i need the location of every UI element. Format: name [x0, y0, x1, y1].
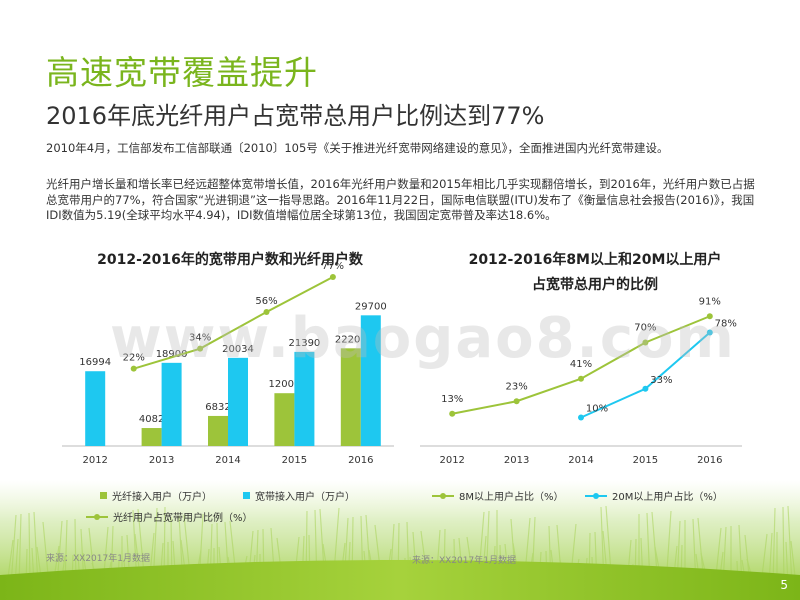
watermark: www.baogao8.com	[110, 306, 736, 371]
page-number: 5	[780, 578, 788, 592]
chart1-ratio-point	[130, 365, 137, 372]
chart1-bar-broadband	[294, 351, 315, 446]
chart2-point-8m	[449, 410, 456, 417]
chart1-label-broadband: 29700	[355, 301, 387, 312]
chart1-legend-broadband: 宽带接入用户（万户）	[243, 488, 355, 503]
chart1-bar-broadband	[360, 315, 381, 446]
page-title: 高速宽带覆盖提升	[46, 53, 318, 92]
chart1-ratio-point	[263, 309, 270, 315]
paragraph-growth: 光纤用户增长量和增长率已经远超整体宽带增长值，2016年光纤用户数量和2015年…	[46, 177, 755, 222]
chart1-x-tick: 2015	[282, 455, 307, 466]
chart2-x-tick: 2014	[568, 455, 593, 466]
chart1-ratio-label: 22%	[123, 353, 145, 364]
chart2-label-8m: 23%	[505, 381, 527, 392]
chart2-label-8m: 70%	[634, 323, 656, 334]
chart1-label-broadband: 16994	[79, 357, 111, 368]
chart2-x-tick: 2012	[439, 455, 464, 466]
chart1-bar-fiber	[208, 415, 228, 446]
chart1-label-fiber: 6832	[205, 402, 230, 413]
chart2-label-20m: 78%	[715, 319, 737, 330]
chart2-point-8m	[513, 398, 520, 405]
chart1-label-fiber: 4082	[139, 414, 164, 425]
chart1-bar-broadband	[161, 362, 182, 446]
legend-swatch-ratio	[86, 513, 108, 521]
chart2-label-8m: 91%	[699, 296, 721, 307]
chart1-x-tick: 2013	[149, 455, 174, 466]
chart1-x-tick: 2012	[82, 455, 107, 466]
chart2-legend-20m: 20M以上用户占比（%）	[585, 488, 723, 503]
legend-swatch-20m	[585, 492, 607, 500]
chart2-x-tick: 2013	[504, 455, 529, 466]
chart1-title: 2012-2016年的宽带用户数和光纤用户数	[97, 252, 363, 268]
page-subtitle: 2016年底光纤用户占宽带总用户比例达到77%	[46, 102, 545, 130]
chart2-title-line2: 占宽带总用户的比例	[532, 277, 658, 293]
chart1-source: 来源：XX2017年1月数据	[46, 554, 150, 564]
chart1-bar-fiber	[340, 348, 361, 446]
legend-label-8m: 8M以上用户占比（%）	[459, 492, 564, 503]
chart2-source: 来源：XX2017年1月数据	[412, 556, 516, 566]
legend-swatch-broadband	[243, 492, 250, 499]
legend-label-20m: 20M以上用户占比（%）	[612, 492, 723, 503]
legend-swatch-fiber	[100, 492, 107, 499]
legend-swatch-8m	[432, 492, 454, 500]
chart2-x-tick: 2016	[697, 455, 722, 466]
chart1-legend-fiber: 光纤接入用户（万户）	[100, 488, 212, 503]
chart2-title-line1: 2012-2016年8M以上和20M以上用户	[468, 252, 722, 268]
chart2-label-20m: 33%	[650, 375, 672, 386]
chart2-point-8m	[578, 375, 584, 382]
chart1-legend-ratio: 光纤用户占宽带用户比例（%）	[86, 509, 253, 524]
chart2-label-8m: 41%	[570, 359, 592, 370]
chart1-label-broadband: 20034	[222, 344, 254, 355]
chart2-label-20m: 10%	[586, 404, 608, 415]
chart2-x-tick: 2015	[633, 455, 658, 466]
chart1-bar-broadband	[228, 357, 248, 446]
chart1-x-tick: 2014	[215, 455, 240, 466]
chart1-label-broadband: 21390	[288, 338, 320, 349]
chart1-x-tick: 2016	[348, 455, 373, 466]
legend-label-ratio: 光纤用户占宽带用户比例（%）	[113, 513, 253, 524]
chart1-ratio-point	[197, 345, 204, 352]
chart1-bar-fiber	[274, 393, 295, 446]
chart2-point-8m	[642, 339, 649, 346]
chart2-legend-8m: 8M以上用户占比（%）	[432, 488, 564, 503]
chart1-label-fiber: 22200	[335, 334, 367, 345]
chart2-label-8m: 13%	[441, 394, 463, 405]
chart2-point-20m	[706, 329, 713, 336]
chart1-ratio-line	[133, 276, 334, 370]
legend-label-fiber: 光纤接入用户（万户）	[112, 492, 212, 503]
paragraph-policy: 2010年4月，工信部发布工信部联通〔2010〕105号《关于推进光纤宽带网络建…	[46, 141, 669, 155]
chart1-ratio-label: 77%	[322, 261, 344, 272]
chart1-label-fiber: 12000	[268, 379, 300, 390]
chart1-ratio-point	[329, 274, 336, 280]
chart1-ratio-label: 56%	[255, 296, 277, 307]
chart2-point-20m	[642, 385, 649, 392]
chart2-point-20m	[578, 414, 584, 421]
legend-label-broadband: 宽带接入用户（万户）	[255, 492, 355, 503]
chart2-point-8m	[706, 313, 713, 320]
chart1-bar-broadband	[85, 371, 106, 446]
chart1-ratio-label: 34%	[189, 333, 211, 344]
chart1-bar-fiber	[141, 428, 162, 446]
chart1-label-broadband: 18900	[156, 349, 188, 360]
